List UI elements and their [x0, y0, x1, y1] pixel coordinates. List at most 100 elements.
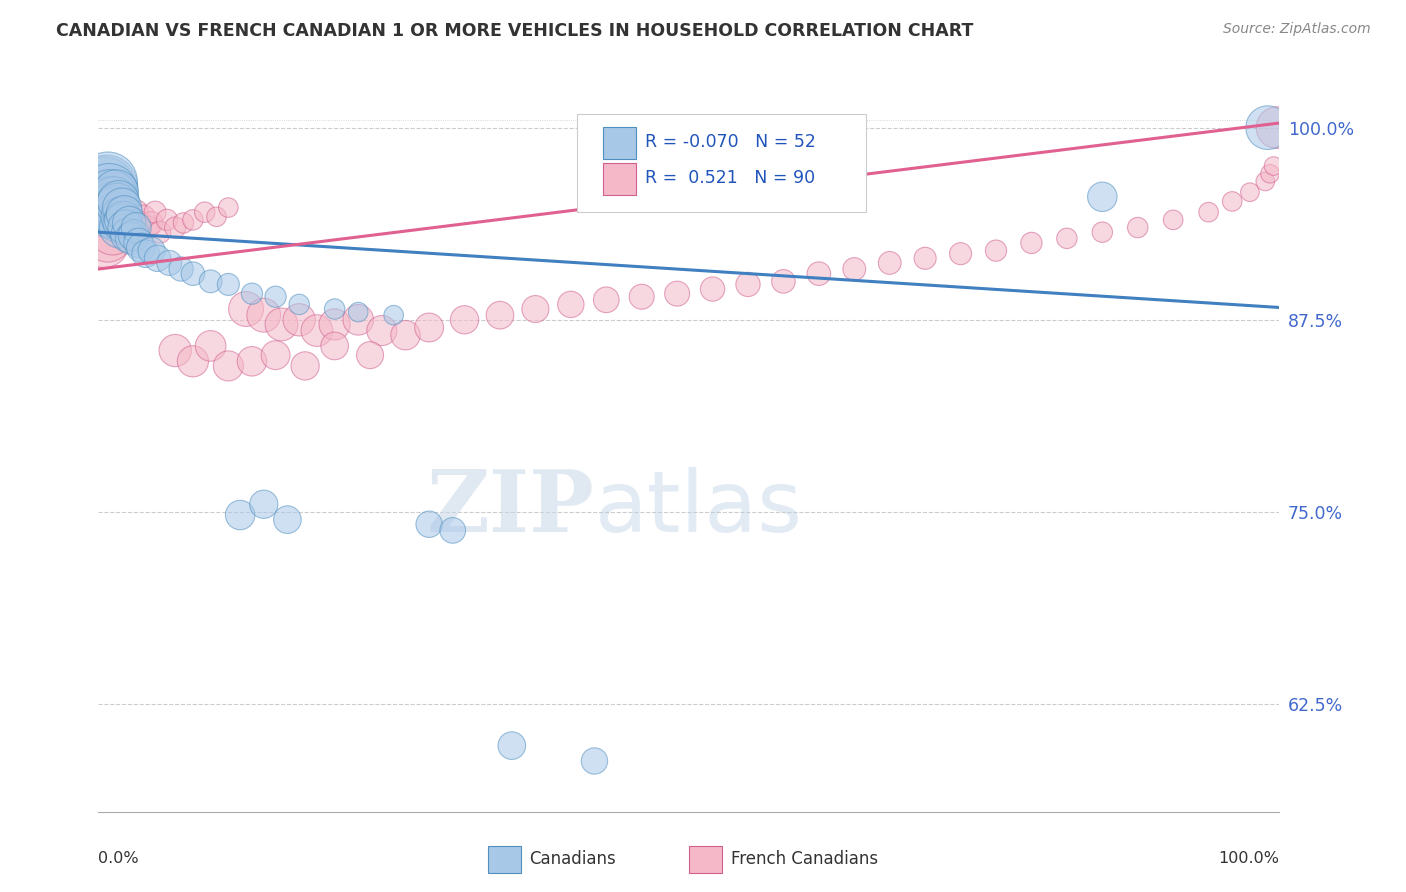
- Point: [93, 194, 115, 209]
- Point: [98, 185, 121, 199]
- Point: [737, 277, 759, 292]
- Point: [128, 216, 150, 230]
- Point: [200, 274, 222, 288]
- Point: [141, 244, 163, 258]
- FancyBboxPatch shape: [603, 163, 636, 195]
- Point: [125, 205, 148, 219]
- Point: [104, 201, 127, 215]
- FancyBboxPatch shape: [603, 127, 636, 160]
- Point: [200, 339, 222, 353]
- Point: [288, 313, 311, 327]
- Point: [666, 286, 689, 301]
- Point: [143, 205, 166, 219]
- Point: [235, 301, 257, 316]
- FancyBboxPatch shape: [576, 114, 866, 212]
- Point: [156, 212, 179, 227]
- Point: [229, 508, 252, 522]
- Point: [914, 252, 936, 266]
- Point: [1198, 205, 1220, 219]
- Point: [110, 210, 132, 224]
- Point: [146, 252, 169, 266]
- Point: [105, 212, 128, 227]
- Point: [96, 182, 118, 196]
- Text: CANADIAN VS FRENCH CANADIAN 1 OR MORE VEHICLES IN HOUSEHOLD CORRELATION CHART: CANADIAN VS FRENCH CANADIAN 1 OR MORE VE…: [56, 22, 973, 40]
- Point: [240, 354, 263, 368]
- Text: R =  0.521   N = 90: R = 0.521 N = 90: [645, 169, 815, 187]
- Point: [323, 339, 346, 353]
- Point: [118, 216, 141, 230]
- Point: [1239, 185, 1261, 199]
- Point: [149, 225, 172, 239]
- Point: [105, 185, 128, 199]
- Point: [96, 179, 118, 194]
- Point: [270, 318, 292, 332]
- Point: [100, 197, 122, 211]
- Point: [949, 246, 972, 260]
- Point: [702, 282, 724, 296]
- Point: [323, 318, 346, 332]
- Point: [394, 328, 416, 343]
- Point: [111, 201, 134, 215]
- Point: [115, 225, 138, 239]
- Point: [97, 174, 120, 188]
- Point: [103, 205, 125, 219]
- Point: [217, 201, 239, 215]
- Text: atlas: atlas: [595, 467, 803, 549]
- Point: [105, 220, 128, 235]
- Point: [347, 305, 370, 319]
- Point: [382, 308, 405, 322]
- Point: [359, 348, 381, 362]
- Point: [98, 185, 121, 199]
- Text: 0.0%: 0.0%: [98, 852, 139, 866]
- Text: Canadians: Canadians: [530, 850, 616, 869]
- Point: [453, 313, 475, 327]
- Point: [181, 267, 204, 281]
- Point: [253, 308, 276, 322]
- Point: [583, 754, 606, 768]
- Point: [118, 216, 141, 230]
- Point: [1265, 120, 1288, 135]
- Point: [1161, 212, 1184, 227]
- Point: [984, 244, 1007, 258]
- Point: [524, 301, 547, 316]
- Point: [1126, 220, 1149, 235]
- Point: [501, 739, 523, 753]
- Point: [371, 324, 394, 338]
- Point: [105, 208, 128, 222]
- FancyBboxPatch shape: [488, 846, 522, 873]
- Point: [276, 513, 298, 527]
- Point: [1091, 190, 1114, 204]
- Point: [93, 235, 115, 250]
- Point: [1021, 235, 1043, 250]
- Point: [122, 220, 145, 235]
- Point: [121, 212, 143, 227]
- Point: [101, 190, 124, 204]
- Point: [305, 324, 328, 338]
- Point: [129, 241, 152, 255]
- Point: [97, 231, 120, 245]
- Point: [97, 205, 120, 219]
- Point: [112, 212, 135, 227]
- Point: [98, 190, 121, 204]
- Point: [94, 201, 117, 215]
- Point: [93, 182, 115, 196]
- Point: [98, 210, 121, 224]
- Point: [101, 225, 124, 239]
- Point: [217, 277, 239, 292]
- Point: [347, 313, 370, 327]
- Point: [1254, 174, 1277, 188]
- Point: [441, 524, 464, 538]
- Point: [165, 343, 187, 358]
- Text: 100.0%: 100.0%: [1219, 852, 1279, 866]
- Point: [125, 220, 148, 235]
- Point: [114, 220, 136, 235]
- Point: [879, 256, 901, 270]
- Point: [135, 246, 157, 260]
- Point: [104, 203, 127, 218]
- Point: [98, 197, 121, 211]
- Point: [121, 231, 143, 245]
- Point: [181, 212, 204, 227]
- Text: ZIP: ZIP: [426, 467, 595, 550]
- Point: [181, 354, 204, 368]
- Point: [560, 297, 582, 311]
